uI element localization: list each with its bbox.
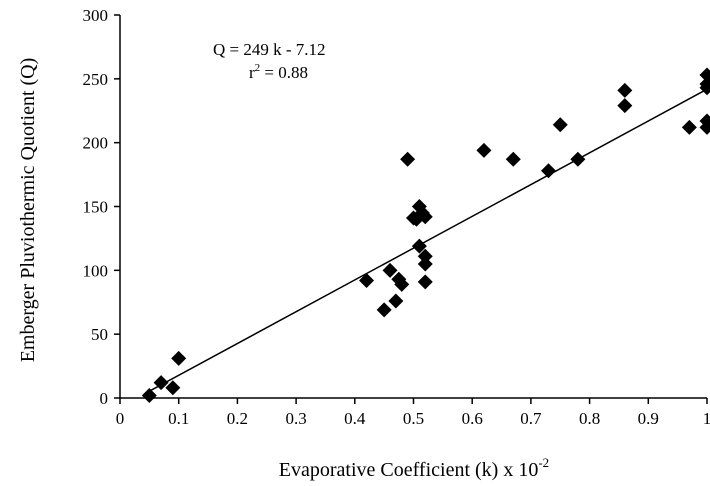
data-point — [505, 151, 521, 167]
x-tick-label: 0.8 — [579, 409, 600, 428]
data-point — [476, 142, 492, 158]
y-tick-label: 0 — [100, 389, 109, 408]
data-point — [681, 119, 697, 135]
data-point — [394, 276, 410, 292]
data-point — [153, 375, 169, 391]
data-point — [411, 238, 427, 254]
x-tick-label: 0.2 — [227, 409, 248, 428]
data-point — [171, 350, 187, 366]
data-point — [417, 274, 433, 290]
data-point — [552, 117, 568, 133]
data-point — [541, 163, 557, 179]
data-point — [699, 80, 710, 96]
y-tick-label: 200 — [83, 134, 109, 153]
data-point — [382, 262, 398, 278]
y-axis-title: Emberger Pluviothermic Quotient (Q) — [17, 58, 39, 363]
y-tick-label: 300 — [83, 6, 109, 25]
data-point — [699, 119, 710, 135]
data-point — [400, 151, 416, 167]
data-point — [570, 151, 586, 167]
data-point — [376, 302, 392, 318]
regression-equation-label: Q = 249 k - 7.12 — [213, 40, 326, 59]
x-axis-title: Evaporative Coefficient (k) x 10-2 — [279, 455, 549, 481]
x-tick-label: 0.5 — [403, 409, 424, 428]
y-tick-label: 100 — [83, 261, 109, 280]
data-point — [417, 209, 433, 225]
data-point — [617, 82, 633, 98]
x-axis: 0 0.1 0.2 0.3 0.4 0.5 0.6 0.7 0.8 0.9 1 — [116, 397, 710, 428]
data-point — [417, 248, 433, 264]
x-tick-label: 0.3 — [285, 409, 306, 428]
y-tick-label: 250 — [83, 70, 109, 89]
y-tick-label: 150 — [83, 198, 109, 217]
x-tick-label: 0.6 — [462, 409, 483, 428]
y-tick-label: 50 — [91, 325, 108, 344]
data-point — [617, 98, 633, 114]
x-tick-label: 0.9 — [638, 409, 659, 428]
data-point — [359, 273, 375, 289]
x-tick-label: 0 — [116, 409, 125, 428]
data-point — [165, 380, 181, 396]
plot-marks — [141, 67, 710, 403]
data-point — [141, 387, 157, 403]
regression-line — [148, 88, 708, 392]
r-squared-label: r2 = 0.88 — [249, 62, 308, 82]
y-axis: 0 50 100 150 200 250 300 — [83, 6, 121, 408]
x-tick-label: 0.4 — [344, 409, 366, 428]
x-tick-label: 1 — [703, 409, 710, 428]
x-tick-label: 0.7 — [520, 409, 542, 428]
data-point — [417, 256, 433, 272]
data-point — [388, 293, 404, 309]
x-tick-label: 0.1 — [168, 409, 189, 428]
